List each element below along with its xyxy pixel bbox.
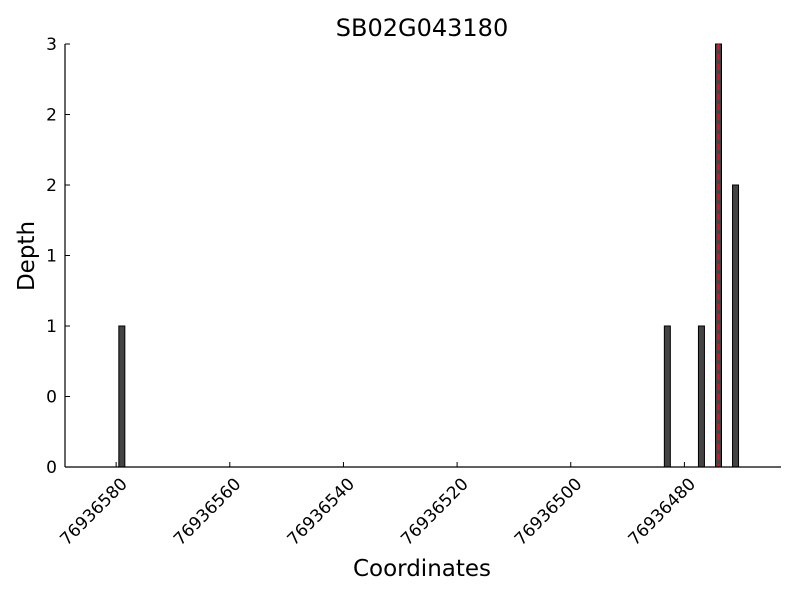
x-tick-label: 76936500 [511,474,586,549]
y-tick-label: 1 [46,317,57,337]
bar [118,325,126,468]
y-axis-label: Depth [14,221,40,291]
chart-title: SB02G043180 [336,14,508,42]
x-axis-label: Coordinates [353,556,491,582]
bar [732,184,740,468]
x-tick-label: 76936520 [397,474,472,549]
y-tick-label: 2 [46,176,57,196]
y-tick-label: 3 [46,35,57,55]
x-tick-label: 76936560 [170,474,245,549]
x-tick-label: 76936540 [284,474,359,549]
x-tick-label: 76936580 [56,474,131,549]
y-tick-label: 0 [46,388,57,408]
y-axis-ticks: 0 0 1 1 2 2 3 [46,35,70,478]
y-tick-label: 2 [46,106,57,126]
x-axis-ticks: 76936580 76936560 76936540 76936520 76936500… [56,462,700,550]
bars [118,43,740,468]
bar [697,325,705,468]
y-tick-label: 1 [46,247,57,267]
x-tick-label: 76936480 [625,474,700,549]
bar [663,325,671,468]
y-tick-label: 0 [46,458,57,478]
